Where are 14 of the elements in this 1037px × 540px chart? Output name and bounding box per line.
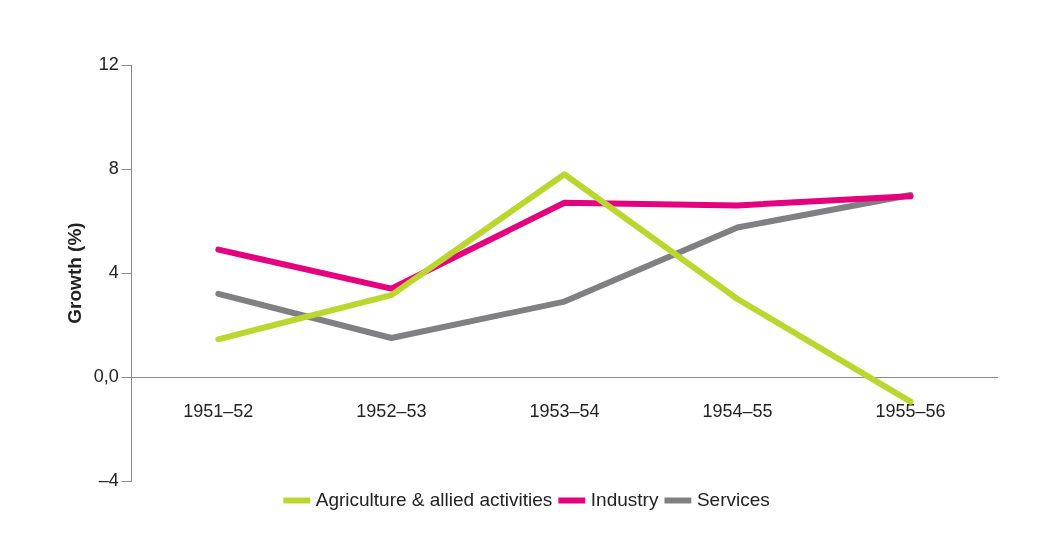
x-tick-label: 1954–55 — [702, 400, 773, 421]
y-axis-title: Growth (%) — [63, 222, 85, 324]
y-tick-label: 0,0 — [93, 365, 119, 386]
x-tick-label: 1955–56 — [875, 400, 946, 421]
x-tick-label: 1953–54 — [529, 400, 600, 421]
x-tick-label: 1952–53 — [356, 400, 427, 421]
y-tick-label: 8 — [108, 157, 119, 178]
legend-label: Services — [696, 488, 770, 510]
y-tick-label: –4 — [98, 469, 119, 490]
x-tick-label: 1951–52 — [183, 400, 254, 421]
legend-label: Industry — [590, 488, 659, 510]
legend-label: Agriculture & allied activities — [315, 488, 553, 510]
y-tick-label: 4 — [108, 261, 119, 282]
y-tick-label: 12 — [98, 53, 119, 74]
